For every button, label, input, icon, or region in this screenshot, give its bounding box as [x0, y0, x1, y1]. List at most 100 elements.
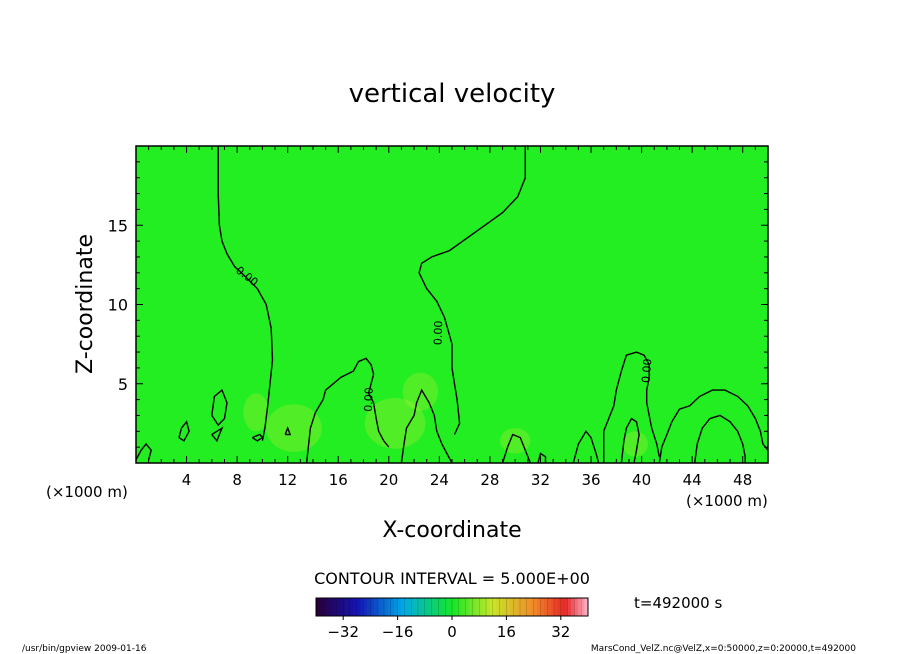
contour-line — [620, 417, 640, 464]
colorbar-cell — [482, 598, 487, 616]
anomaly-blob — [622, 431, 648, 457]
colorbar-cell — [567, 598, 572, 616]
colorbar-cell — [418, 598, 422, 616]
y-tick-label: 10 — [108, 296, 128, 315]
y-tick-label: 5 — [118, 375, 128, 394]
colorbar-cell — [339, 598, 344, 616]
colorbar-cell — [411, 598, 415, 616]
colorbar-cell — [458, 598, 463, 616]
colorbar-cell — [343, 598, 347, 616]
colorbar-cell — [390, 598, 395, 616]
x-tick-label: 8 — [232, 471, 242, 489]
colorbar-cell — [353, 598, 358, 616]
x-tick-label: 4 — [182, 471, 192, 489]
contour-lines — [135, 146, 769, 464]
colorbar-cell — [543, 598, 548, 616]
colorbar-cell — [428, 598, 432, 616]
colorbar-cell — [577, 598, 582, 616]
contour-line — [135, 442, 152, 461]
colorbar-cell — [513, 598, 517, 616]
colorbar-cell — [530, 598, 534, 616]
colorbar-tick-label: −16 — [382, 623, 414, 641]
footer-right: MarsCond_VelZ.nc@VelZ,x=0:50000,z=0:2000… — [591, 644, 856, 654]
colorbar-ticks: −32 −16 0 16 32 — [327, 616, 570, 641]
x-axis-ticks: 4 8 12 16 20 24 28 32 36 40 44 48 — [148, 146, 756, 489]
colorbar-cell — [319, 598, 324, 616]
colorbar-cell — [571, 598, 575, 616]
anomaly-blob — [500, 428, 531, 454]
contour-label: 0.00 — [639, 358, 654, 384]
contour-line — [217, 146, 274, 441]
colorbar-cell — [520, 598, 524, 616]
y-tick-label: 15 — [108, 216, 128, 235]
colorbar-cell — [394, 598, 398, 616]
time-label: t=492000 s — [634, 594, 722, 612]
contour-line — [251, 433, 264, 442]
anomaly-blob — [266, 404, 322, 452]
contour-line — [694, 414, 746, 464]
colorbar-cell — [380, 598, 385, 616]
contour-label: 0.00 — [431, 320, 445, 345]
y-axis-ticks: 5 10 15 — [108, 161, 768, 448]
colorbar-cell — [367, 598, 371, 616]
colorbar-cell — [445, 598, 449, 616]
contour-label: 0.00 — [362, 387, 376, 412]
colorbar-cell — [496, 598, 500, 616]
colorbar-cell — [404, 598, 409, 616]
colorbar-cell — [356, 598, 361, 616]
colorbar-cell — [533, 598, 538, 616]
colorbar-cell — [581, 598, 585, 616]
x-tick-label: 20 — [379, 471, 398, 489]
colorbar-cell — [499, 598, 504, 616]
colorbar-cell — [401, 598, 405, 616]
x-tick-label: 44 — [683, 471, 702, 489]
footer-left: /usr/bin/gpview 2009-01-16 — [22, 644, 147, 654]
colorbar-cell — [472, 598, 477, 616]
colorbar-cell — [550, 598, 555, 616]
colorbar-cell — [465, 598, 470, 616]
colorbar-cell — [421, 598, 426, 616]
colorbar-cell — [363, 598, 368, 616]
contour-line — [537, 452, 547, 464]
contour-line — [501, 433, 532, 464]
colorbar-cell — [574, 598, 579, 616]
colorbar-tick-label: −32 — [327, 623, 359, 641]
colorbar-cell — [560, 598, 565, 616]
colorbar-cell — [489, 598, 494, 616]
colorbar-cell — [424, 598, 429, 616]
x-tick-label: 12 — [278, 471, 297, 489]
y-axis-label: Z-coordinate — [73, 234, 98, 374]
colorbar-cell — [360, 598, 364, 616]
colorbar-cell — [503, 598, 507, 616]
x-tick-label: 40 — [632, 471, 651, 489]
colorbar-cell — [438, 598, 443, 616]
colorbar-tick-label: 0 — [447, 623, 457, 641]
contour-line — [400, 388, 453, 464]
anomaly-blob — [364, 398, 426, 449]
colorbar-cell — [537, 598, 541, 616]
colorbar-cell — [509, 598, 514, 616]
colorbar-cell — [462, 598, 466, 616]
plot-area — [136, 146, 768, 463]
colorbar-cell — [329, 598, 334, 616]
colorbar-cell — [584, 598, 589, 616]
colorbar-cell — [441, 598, 446, 616]
contour-line — [658, 389, 769, 464]
colorbar-cell — [486, 598, 490, 616]
colorbar-cell — [475, 598, 480, 616]
chart-title: vertical velocity — [349, 79, 556, 109]
weak-anomaly-shading — [243, 372, 648, 457]
colorbar-cell — [333, 598, 337, 616]
colorbar-cell — [397, 598, 402, 616]
contour-line — [305, 357, 390, 464]
colorbar-cell — [384, 598, 388, 616]
contour-line — [603, 351, 660, 463]
x-unit-right: (×1000 m) — [686, 492, 768, 510]
colorbar-cell — [387, 598, 392, 616]
colorbar-cell — [377, 598, 381, 616]
colorbar-cell — [373, 598, 378, 616]
contour-line — [178, 420, 190, 442]
x-tick-label: 48 — [733, 471, 752, 489]
colorbar — [315, 598, 589, 616]
